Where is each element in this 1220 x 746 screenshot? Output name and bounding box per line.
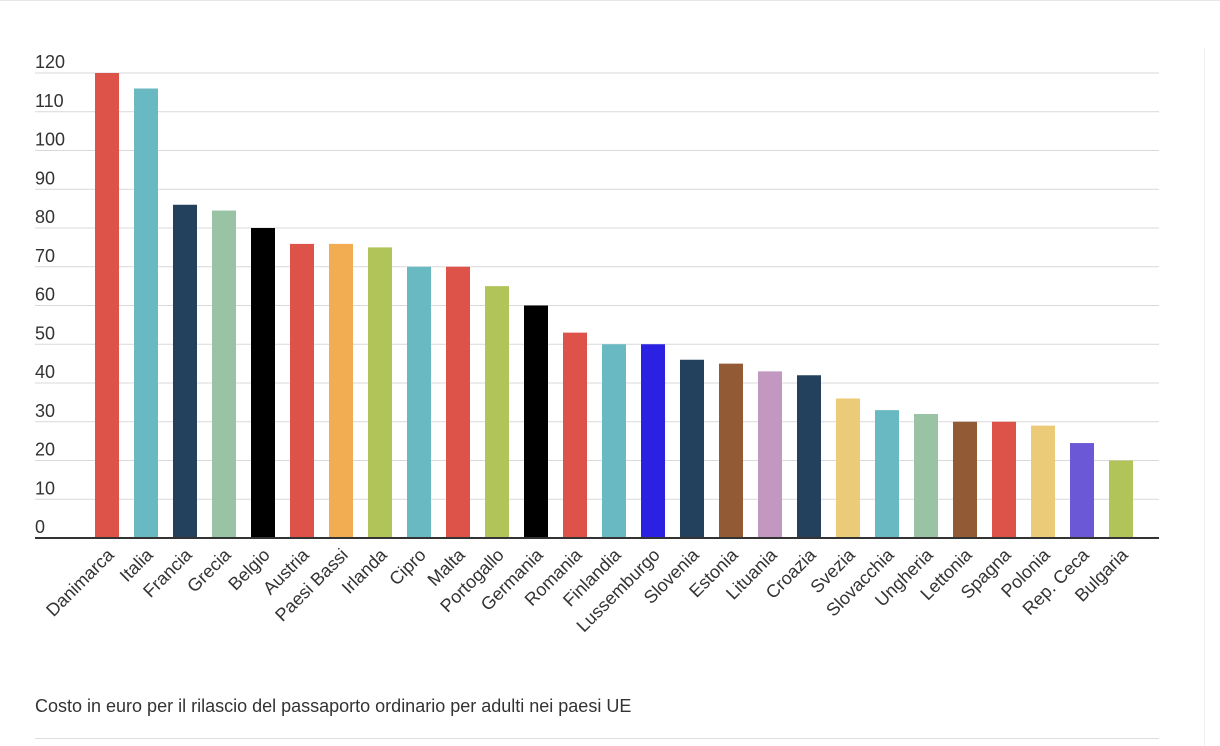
y-tick-label: 40 bbox=[35, 362, 55, 382]
bar-polonia bbox=[1031, 425, 1055, 539]
bar-paesi-bassi bbox=[329, 243, 353, 538]
bar-spagna bbox=[992, 421, 1016, 538]
bar-portogallo bbox=[485, 286, 509, 539]
top-divider bbox=[0, 0, 1220, 1]
bar-rep-ceca bbox=[1070, 443, 1094, 538]
bar-romania bbox=[563, 332, 587, 539]
bar-malta bbox=[446, 266, 470, 538]
y-tick-label: 70 bbox=[35, 246, 55, 266]
bar-slovenia bbox=[680, 359, 704, 538]
x-tick-label: Grecia bbox=[183, 544, 235, 596]
y-tick-label: 100 bbox=[35, 130, 65, 150]
y-tick-label: 90 bbox=[35, 168, 55, 188]
bar-ungheria bbox=[914, 414, 938, 538]
y-tick-label: 10 bbox=[35, 478, 55, 498]
bar-grecia bbox=[212, 210, 236, 538]
y-tick-label: 50 bbox=[35, 323, 55, 343]
bar-belgio bbox=[251, 228, 275, 538]
y-tick-label: 120 bbox=[35, 52, 65, 72]
bar-finlandia bbox=[602, 344, 626, 538]
x-tick-label: Irlanda bbox=[338, 544, 392, 598]
bar-slovacchia bbox=[875, 410, 899, 539]
bar-cipro bbox=[407, 266, 431, 538]
bar-francia bbox=[173, 204, 197, 538]
bar-svezia bbox=[836, 398, 860, 538]
bar-italia bbox=[134, 88, 158, 538]
bar-lettonia bbox=[953, 421, 977, 538]
bar-irlanda bbox=[368, 247, 392, 539]
bar-danimarca bbox=[95, 73, 119, 538]
bar-lituania bbox=[758, 371, 782, 539]
bar-lussemburgo bbox=[641, 344, 665, 538]
bar-germania bbox=[524, 305, 548, 538]
bar-bulgaria bbox=[1109, 460, 1133, 538]
y-tick-label: 0 bbox=[35, 517, 45, 537]
y-tick-label: 20 bbox=[35, 440, 55, 460]
y-tick-label: 30 bbox=[35, 401, 55, 421]
y-tick-label: 110 bbox=[35, 91, 64, 111]
x-tick-label: Cipro bbox=[385, 545, 430, 590]
chart-caption: Costo in euro per il rilascio del passap… bbox=[35, 696, 632, 716]
bar-chart: 0102030405060708090100110120DanimarcaIta… bbox=[35, 52, 1159, 636]
bar-estonia bbox=[719, 363, 743, 539]
x-tick-label: Danimarca bbox=[42, 544, 118, 620]
bar-austria bbox=[290, 243, 314, 538]
right-divider bbox=[1204, 48, 1205, 746]
bar-croazia bbox=[797, 375, 821, 538]
y-tick-label: 60 bbox=[35, 285, 55, 305]
y-tick-label: 80 bbox=[35, 207, 55, 227]
bottom-divider bbox=[35, 738, 1159, 739]
